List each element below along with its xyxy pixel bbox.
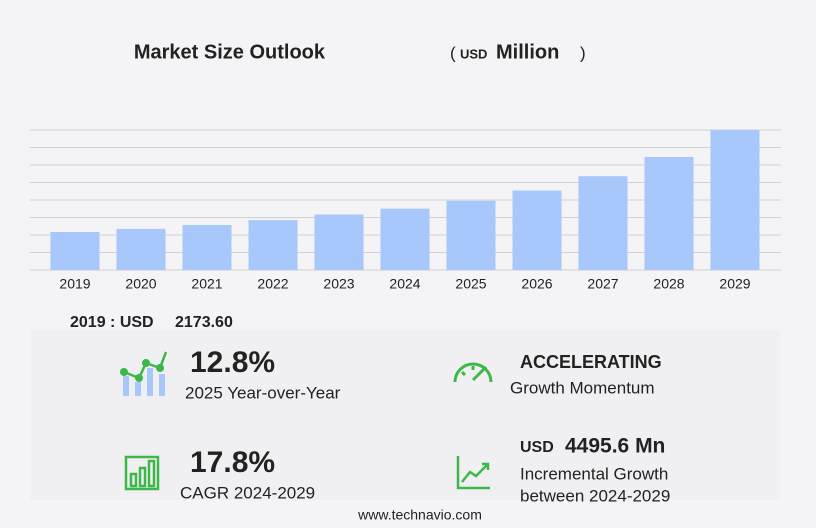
x-tick-label: 2021	[191, 276, 222, 292]
base-value: 2173.60	[175, 314, 233, 331]
bar	[710, 130, 760, 270]
incr-icon	[456, 456, 490, 490]
bar	[116, 228, 166, 270]
cagr-label: CAGR 2024-2029	[180, 483, 315, 502]
x-tick-label: 2024	[389, 276, 420, 292]
paren: (	[450, 43, 456, 62]
momentum-value: ACCELERATING	[520, 352, 662, 372]
bar	[182, 225, 232, 270]
bar	[512, 190, 562, 270]
plot: 2019 2020 2021 2022 2023 2024 2025 2026 2027 2028…	[30, 129, 781, 292]
momentum-icon	[453, 362, 493, 383]
x-tick-label: 2019	[59, 276, 90, 292]
x-tick-label: 2023	[323, 276, 354, 292]
bar	[578, 176, 628, 270]
incr-value: 4495.6 Mn	[565, 435, 665, 458]
base-year: 2019 : USD	[70, 314, 154, 331]
paren: )	[580, 43, 586, 62]
yoy-icon	[120, 351, 168, 396]
bar	[314, 214, 364, 270]
cagr-value: 17.8%	[190, 446, 275, 479]
incr-label: Incremental Growth	[520, 464, 668, 483]
bar	[50, 231, 100, 270]
bar	[644, 156, 694, 270]
yoy-label: 2025 Year-over-Year	[185, 383, 341, 402]
x-tick-label: 2027	[587, 276, 618, 292]
incr-prefix: USD	[520, 439, 554, 456]
x-tick-label: 2020	[125, 276, 156, 292]
unit-prefix: USD	[460, 46, 487, 61]
incr-label: between 2024-2029	[520, 486, 670, 505]
yoy-value: 12.8%	[190, 346, 275, 379]
footer: www.technavio.com	[357, 507, 482, 523]
x-tick-label: 2028	[653, 276, 684, 292]
bar	[248, 220, 298, 270]
x-tick-label: 2026	[521, 276, 552, 292]
unit: Million	[496, 41, 559, 63]
bar	[380, 208, 430, 270]
x-tick-label: 2029	[719, 276, 750, 292]
bar	[446, 200, 496, 270]
chart-title: Market Size Outlook	[134, 41, 326, 63]
x-tick-label: 2025	[455, 276, 486, 292]
x-tick-label: 2022	[257, 276, 288, 292]
cagr-icon	[124, 455, 160, 491]
momentum-label: Growth Momentum	[510, 378, 655, 397]
